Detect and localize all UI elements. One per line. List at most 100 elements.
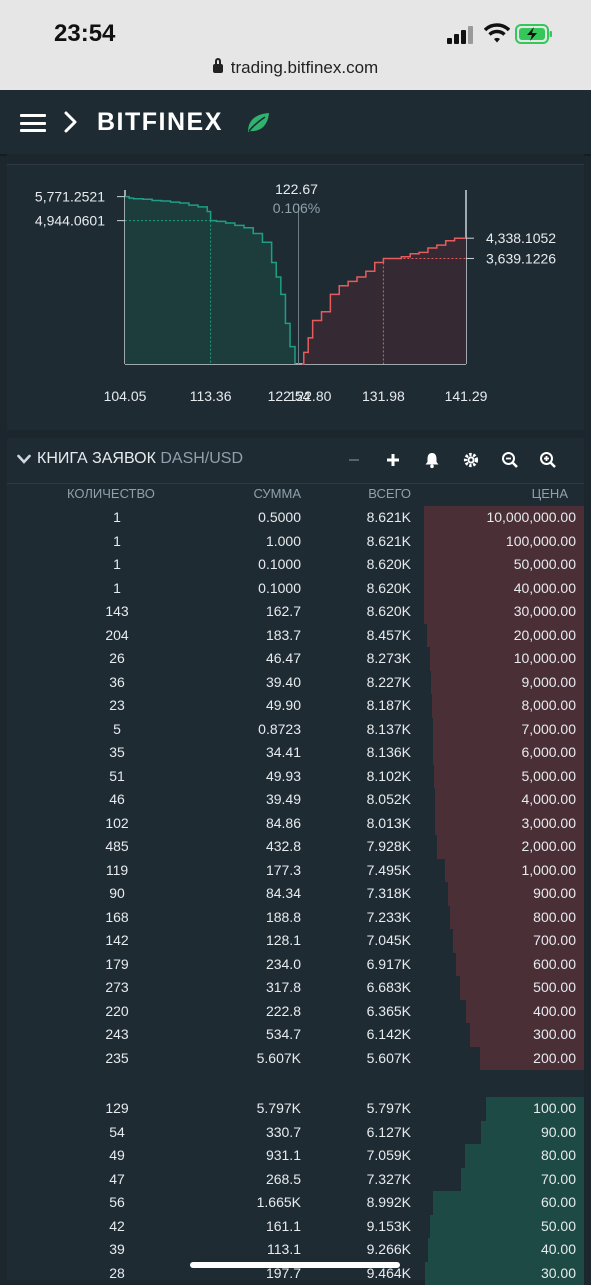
browser-url[interactable]: trading.bitfinex.com [0,58,591,78]
orderbook-header: КНИГА ЗАЯВОК DASH/USD [7,438,584,484]
row-amount: 0.8723 [197,721,301,737]
row-price: 7,000.00 [426,721,576,737]
hamburger-icon[interactable] [20,114,46,132]
row-count: 54 [67,1124,167,1140]
plus-icon[interactable] [383,450,403,470]
center-price-label: 122.67 [275,181,318,197]
ask-row[interactable]: 485 432.8 7.928K 2,000.00 [7,835,584,859]
x-tick-label: 122.80 [289,388,332,404]
row-count: 28 [67,1265,167,1281]
spread-label: 0.106% [273,200,320,216]
row-count: 143 [67,603,167,619]
row-total: 7.059K [307,1147,411,1163]
brand-logo[interactable]: BITFINEX [97,108,223,137]
row-amount: 5.797K [197,1100,301,1116]
row-amount: 1.665K [197,1194,301,1210]
row-amount: 113.1 [197,1241,301,1257]
home-indicator[interactable] [190,1262,400,1268]
bid-label-top: 5,771.2521 [35,189,105,205]
row-amount: 49.93 [197,768,301,784]
chevron-down-icon[interactable] [17,454,31,464]
row-count: 5 [67,721,167,737]
row-count: 220 [67,1003,167,1019]
row-amount: 268.5 [197,1171,301,1187]
row-amount: 188.8 [197,909,301,925]
row-price: 20,000.00 [426,627,576,643]
chevron-right-icon[interactable] [62,110,80,134]
depth-chart[interactable]: 5,771.25214,944.06014,338.10523,639.1226… [7,154,584,430]
orderbook-panel: КНИГА ЗАЯВОК DASH/USD КОЛИЧЕСТВО СУММА В… [7,438,584,1280]
row-total: 8.137K [307,721,411,737]
row-price: 70.00 [426,1171,576,1187]
row-total: 7.928K [307,838,411,854]
row-count: 26 [67,650,167,666]
row-price: 40.00 [426,1241,576,1257]
minus-icon[interactable] [344,450,364,470]
row-count: 56 [67,1194,167,1210]
col-header-price: ЦЕНА [418,486,568,501]
bell-icon[interactable] [422,450,442,470]
row-total: 5.797K [307,1100,411,1116]
row-count: 23 [67,697,167,713]
row-total: 6.917K [307,956,411,972]
row-total: 7.318K [307,885,411,901]
orderbook-title[interactable]: КНИГА ЗАЯВОК DASH/USD [37,450,243,468]
row-total: 8.187K [307,697,411,713]
orderbook-pair: DASH/USD [160,450,243,467]
bid-area [125,197,295,364]
row-amount: 330.7 [197,1124,301,1140]
row-count: 36 [67,674,167,690]
row-amount: 432.8 [197,838,301,854]
wifi-icon [484,22,510,44]
row-amount: 84.34 [197,885,301,901]
row-count: 273 [67,979,167,995]
gear-icon[interactable] [461,450,481,470]
row-amount: 234.0 [197,956,301,972]
row-amount: 317.8 [197,979,301,995]
row-count: 204 [67,627,167,643]
zoom-out-icon[interactable] [500,450,520,470]
row-total: 7.233K [307,909,411,925]
ask-row[interactable]: 5 0.8723 8.137K 7,000.00 [7,718,584,742]
row-count: 243 [67,1026,167,1042]
row-count: 485 [67,838,167,854]
row-total: 8.620K [307,603,411,619]
row-total: 8.052K [307,791,411,807]
row-price: 2,000.00 [426,838,576,854]
row-price: 400.00 [426,1003,576,1019]
zoom-in-icon[interactable] [538,450,558,470]
row-amount: 84.86 [197,815,301,831]
top-nav: BITFINEX [0,90,591,156]
row-price: 30,000.00 [426,603,576,619]
row-price: 60.00 [426,1194,576,1210]
